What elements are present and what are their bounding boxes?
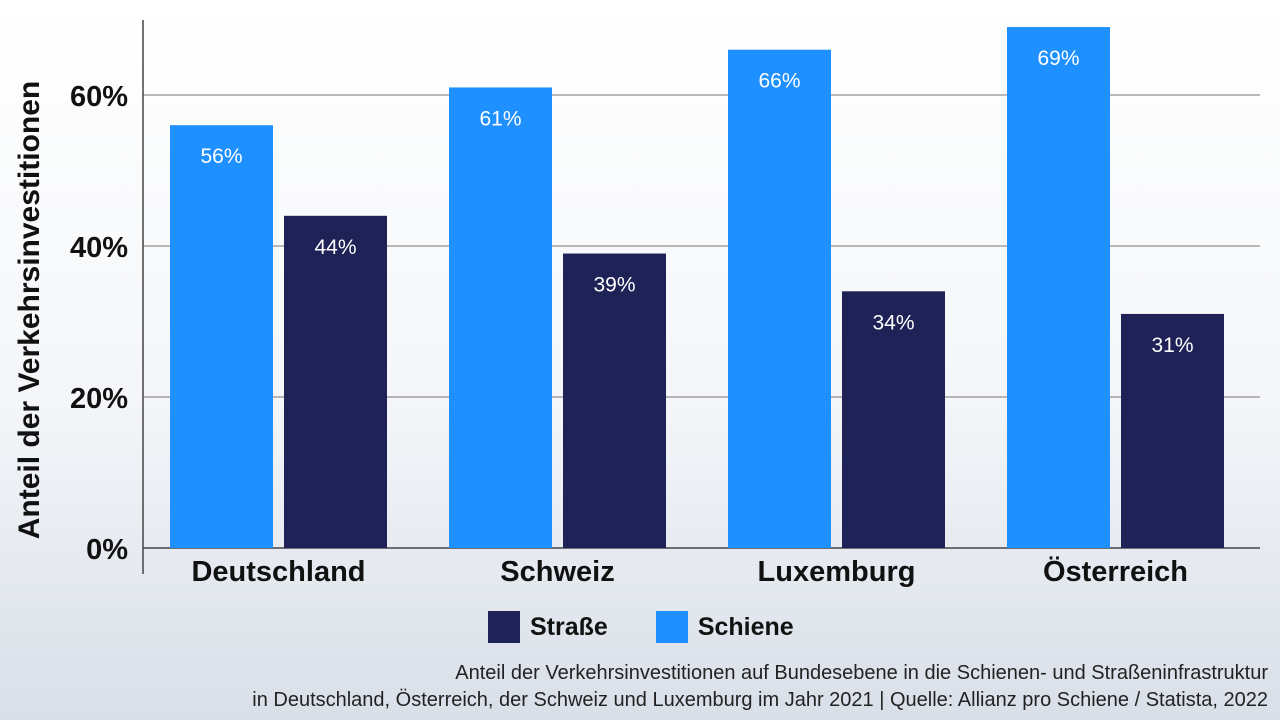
bar-strasse-3 [1121, 313, 1224, 548]
y-tick-label: 20% [70, 383, 128, 415]
y-tick-label: 40% [70, 232, 128, 264]
y-tick-label: 60% [70, 81, 128, 113]
bar-strasse-0 [284, 215, 387, 549]
bar-schiene-3 [1007, 27, 1110, 549]
y-tick-label: 0% [86, 534, 128, 566]
legend: Straße Schiene [488, 611, 842, 643]
bar-schiene-0 [170, 125, 273, 548]
bar-value-label: 44% [314, 236, 356, 259]
bar-value-label: 66% [758, 70, 800, 93]
legend-label-strasse: Straße [530, 612, 608, 641]
y-axis-label: Anteil der Verkehrsinvestitionen [13, 80, 46, 540]
x-tick-label: Deutschland [191, 556, 365, 588]
caption-line-1: Anteil der Verkehrsinvestitionen auf Bun… [455, 662, 1268, 684]
bar-value-label: 56% [200, 145, 242, 168]
bar-value-label: 61% [479, 107, 521, 130]
bar-value-label: 39% [593, 274, 635, 297]
legend-item-schiene: Schiene [655, 611, 794, 643]
bar-strasse-2 [842, 291, 945, 548]
bar-value-label: 31% [1151, 334, 1193, 357]
caption-line-2: in Deutschland, Österreich, der Schweiz … [252, 689, 1268, 711]
bar-schiene-2 [728, 49, 831, 548]
chart-caption: Anteil der Verkehrsinvestitionen auf Bun… [252, 660, 1268, 714]
legend-swatch-strasse [488, 611, 520, 643]
bar-strasse-1 [563, 253, 666, 549]
legend-item-strasse: Straße [488, 611, 608, 643]
bar-chart: 0% 20% 40% 60% 56% 44% Deutschland 61% 39% Schwei… [70, 20, 1260, 588]
x-tick-label: Schweiz [500, 556, 614, 588]
bar-schiene-1 [449, 87, 552, 548]
x-tick-label: Österreich [1043, 555, 1188, 588]
bar-value-label: 69% [1037, 47, 1079, 70]
legend-swatch-schiene [655, 611, 688, 643]
x-tick-label: Luxemburg [758, 556, 916, 588]
bar-value-label: 34% [872, 311, 914, 334]
legend-label-schiene: Schiene [697, 612, 794, 641]
